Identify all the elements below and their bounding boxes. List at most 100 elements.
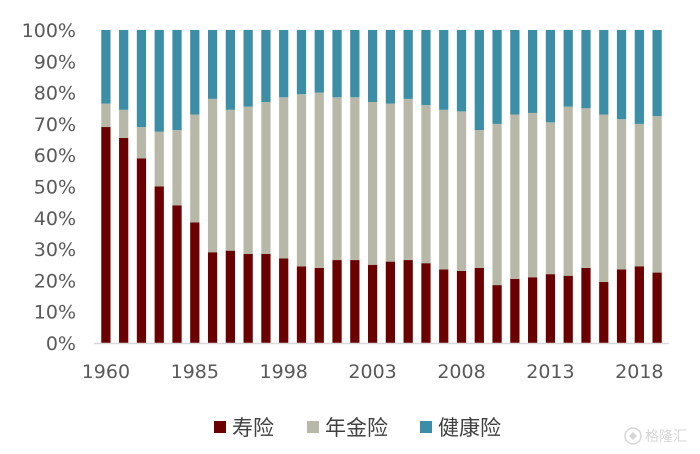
bar-segment-s0-25 [545,274,556,343]
bar-segment-s0-1 [119,137,129,343]
bar-segment-s1-6 [207,98,218,253]
bar-segment-s2-31 [652,30,662,117]
bar-segment-s1-28 [599,114,609,282]
bar-segment-s1-9 [261,101,271,254]
legend-label-0: 寿险 [232,416,274,440]
bar-segment-s2-24 [528,30,538,113]
legend: 寿险 年金险 健康险 [214,416,501,440]
y-tick-label: 100% [22,20,76,42]
x-axis-ticks: 1960 1985 1998 2003 2008 2013 2018 [82,361,664,383]
bar-segment-s2-17 [403,30,413,99]
bar-segment-s2-9 [261,30,271,102]
bar-segment-s0-18 [421,263,431,343]
y-tick-label: 40% [34,208,76,230]
bar-segment-s2-29 [616,30,627,120]
bar-segment-s1-24 [528,112,538,278]
bar-segment-s0-6 [207,252,218,343]
y-axis-ticks: 0% 10% 20% 30% 40% 50% 60% 70% 80% 90% 100% [22,20,76,355]
bar-segment-s0-10 [279,258,289,343]
x-tick-label: 1998 [260,361,308,383]
bar-segment-s1-4 [172,130,182,206]
bar-segment-s1-1 [119,109,129,138]
bar-segment-s2-16 [385,30,396,104]
bar-segment-s1-23 [510,114,520,279]
bar-segment-s1-27 [581,108,591,268]
bar-segment-s0-8 [243,253,253,343]
bar-segment-s0-20 [456,271,467,343]
bar-segment-s0-15 [367,264,378,343]
bar-segment-s1-19 [439,109,449,270]
bar-segment-s2-4 [172,30,182,131]
bars-group [101,30,662,343]
bar-segment-s2-6 [207,30,218,99]
bar-segment-s1-3 [154,131,164,187]
bar-segment-s1-30 [634,123,644,267]
y-tick-label: 20% [34,270,76,292]
bar-segment-s0-30 [634,266,644,343]
bar-segment-s1-13 [332,97,342,261]
legend-swatch-2 [420,421,432,433]
bar-segment-s2-5 [190,30,200,115]
y-tick-label: 90% [34,51,76,73]
bar-segment-s2-27 [581,30,591,109]
bar-segment-s0-2 [136,158,147,343]
y-tick-label: 70% [34,114,76,136]
bar-segment-s2-30 [634,30,644,124]
bar-segment-s0-21 [474,267,484,343]
bar-segment-s1-2 [136,127,147,159]
bar-segment-s2-1 [119,30,129,110]
bar-segment-s0-14 [350,260,360,343]
bar-segment-s2-26 [563,30,573,107]
bar-segment-s1-25 [545,122,556,275]
x-tick-label: 2008 [437,361,485,383]
bar-segment-s0-31 [652,272,662,343]
y-tick-label: 30% [34,239,76,261]
bar-segment-s1-12 [314,92,324,268]
bar-segment-s1-20 [456,111,467,272]
y-tick-label: 0% [46,333,76,355]
bar-segment-s0-7 [225,250,235,343]
bar-segment-s1-14 [350,97,360,261]
bar-segment-s1-26 [563,106,573,276]
bar-segment-s1-17 [403,98,413,261]
bar-segment-s1-16 [385,103,396,262]
y-tick-label: 80% [34,83,76,105]
bar-segment-s1-7 [225,109,235,251]
bar-segment-s2-11 [296,30,307,95]
bar-segment-s1-31 [652,116,662,273]
bar-segment-s1-10 [279,97,289,259]
bar-segment-s1-11 [296,94,307,267]
bar-segment-s1-15 [367,101,378,265]
bar-segment-s1-8 [243,106,253,254]
bar-segment-s0-28 [599,281,609,343]
legend-swatch-1 [307,421,319,433]
bar-segment-s2-21 [474,30,484,131]
bar-segment-s0-0 [101,127,111,343]
bar-segment-s2-0 [101,30,111,104]
bar-segment-s1-22 [492,123,502,286]
bar-segment-s2-2 [136,30,147,128]
bar-segment-s0-19 [439,269,449,343]
bar-segment-s0-13 [332,260,342,343]
x-tick-label: 1960 [82,361,130,383]
bar-segment-s0-24 [528,277,538,343]
bar-segment-s2-7 [225,30,235,110]
bar-segment-s2-13 [332,30,342,98]
bar-segment-s0-9 [261,253,271,343]
x-tick-label: 2003 [348,361,396,383]
bar-segment-s2-19 [439,30,449,110]
bar-segment-s0-12 [314,267,324,343]
y-tick-label: 50% [34,177,76,199]
bar-segment-s1-0 [101,103,111,128]
x-tick-label: 1985 [171,361,219,383]
bar-segment-s2-14 [350,30,360,98]
y-tick-label: 60% [34,145,76,167]
bar-segment-s1-18 [421,105,431,264]
bar-segment-s0-26 [563,275,573,343]
bar-segment-s2-18 [421,30,431,106]
bar-segment-s2-8 [243,30,253,107]
bar-segment-s2-25 [545,30,556,123]
bar-segment-s0-3 [154,186,164,343]
legend-label-2: 健康险 [438,416,501,440]
